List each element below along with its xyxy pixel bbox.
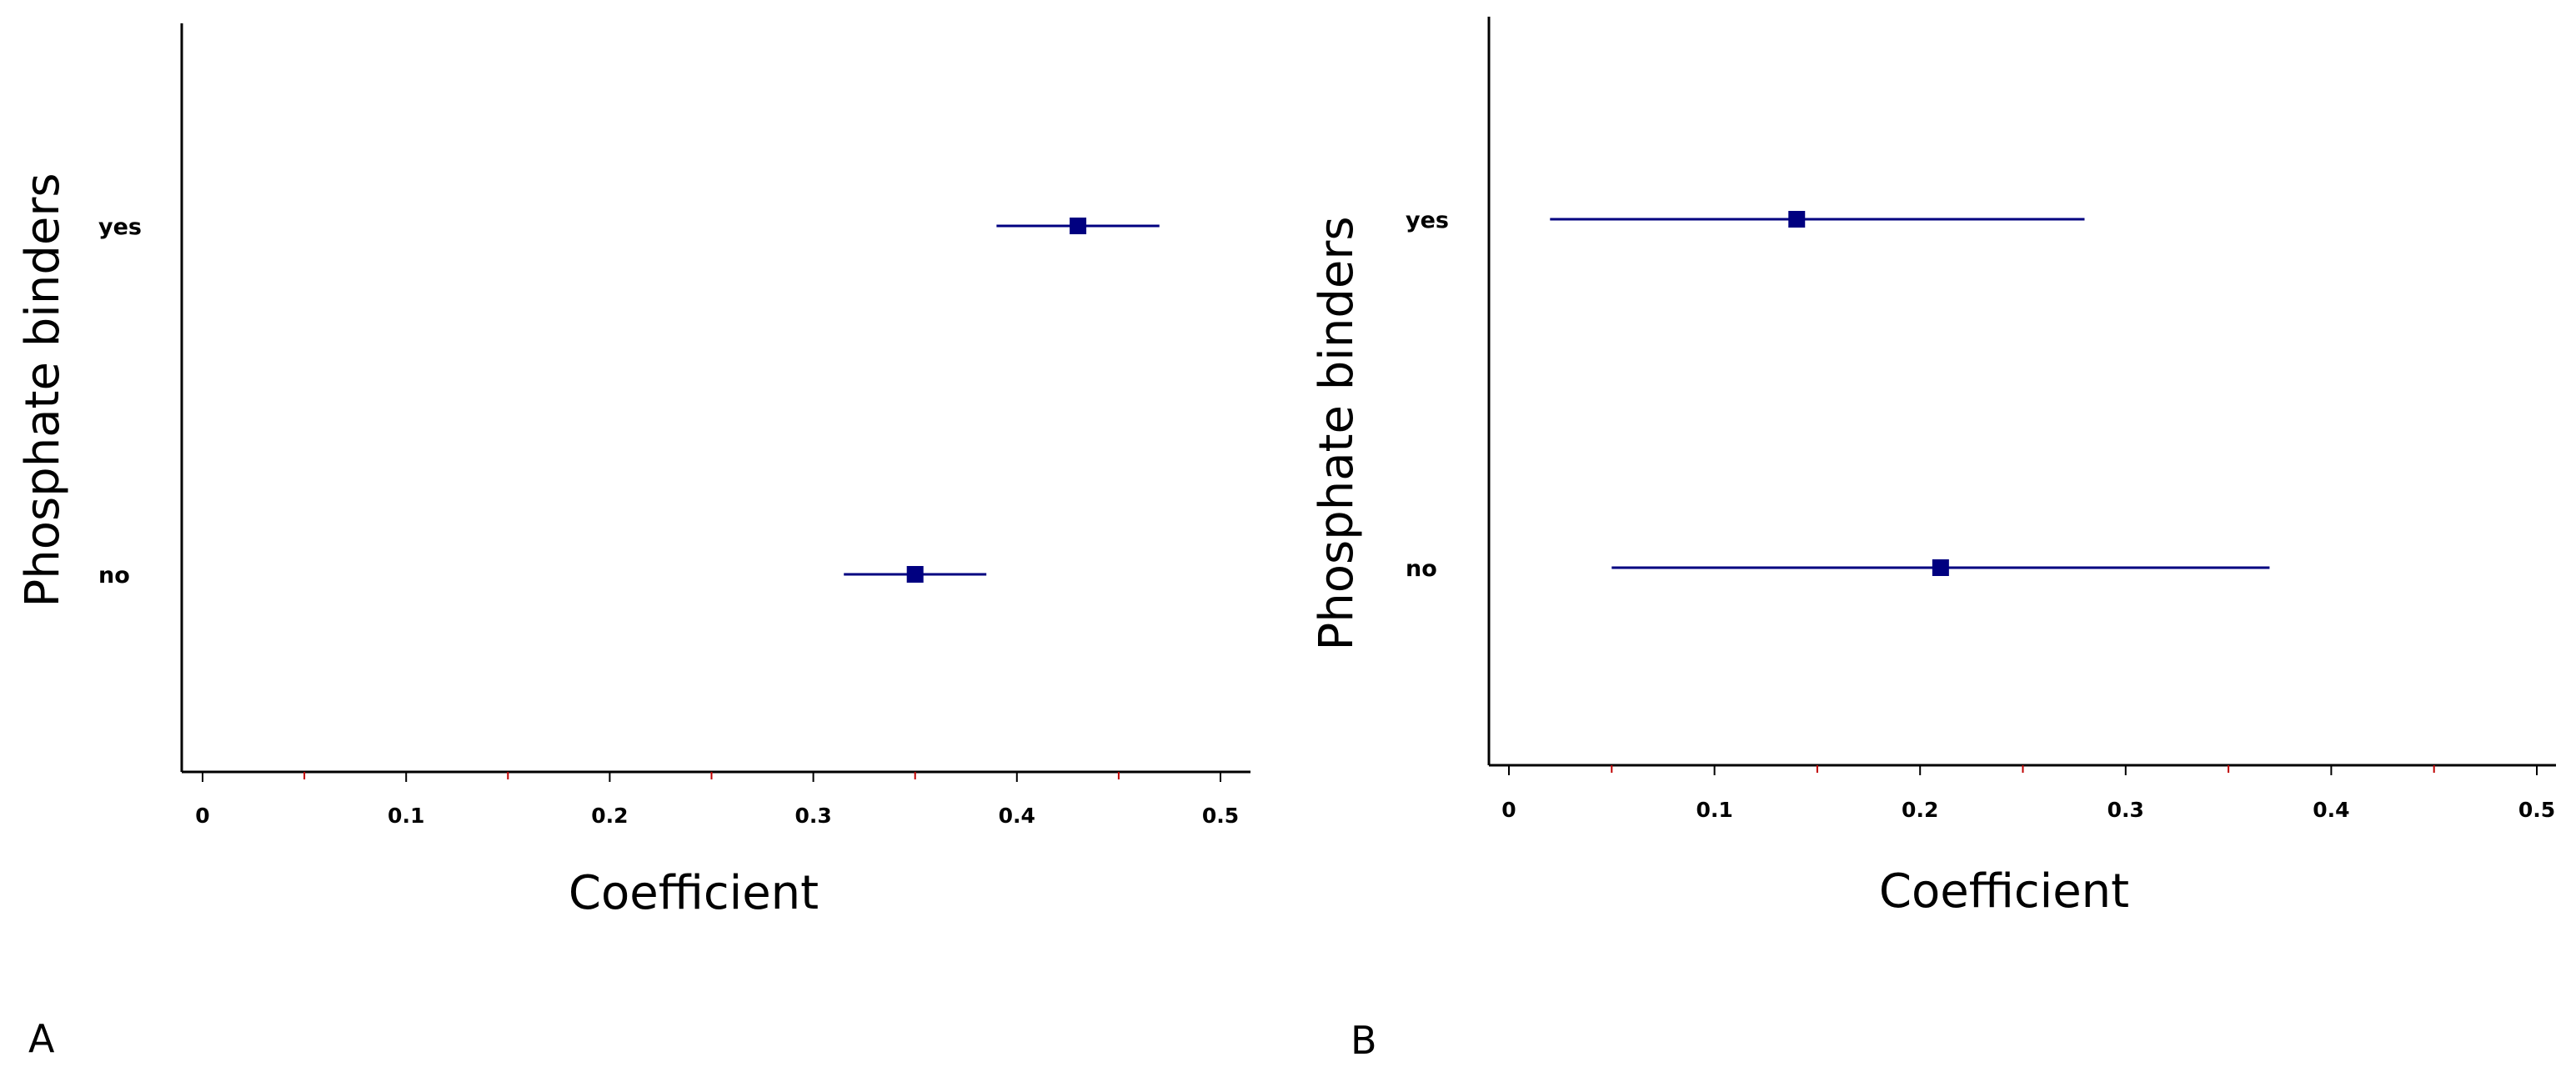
x-tick-label: 0.4 xyxy=(2313,798,2349,822)
x-tick-label: 0.1 xyxy=(388,804,424,828)
point-estimate-yes xyxy=(1788,211,1806,228)
y-axis-title: Phosphate binders xyxy=(16,173,70,607)
x-axis-title: Coefficient xyxy=(569,866,819,920)
panel-b: 0 0.1 0.2 0.3 0.4 0.5 yes no Coefficient Phosp… xyxy=(1310,17,2556,1063)
point-estimate-yes xyxy=(1070,218,1087,234)
x-tick-label: 0.1 xyxy=(1696,798,1732,822)
x-tick-label: 0.2 xyxy=(591,804,628,828)
x-tick-label: 0.5 xyxy=(1202,804,1239,828)
panel-label-b: B xyxy=(1351,1018,1377,1063)
x-tick-label: 0.4 xyxy=(999,804,1035,828)
point-estimate-no xyxy=(906,566,924,583)
y-axis-title: Phosphate binders xyxy=(1310,216,1364,650)
x-tick-label: 0.2 xyxy=(1902,798,1938,822)
x-axis-title: Coefficient xyxy=(1879,864,2129,919)
category-label-yes: yes xyxy=(1406,208,1449,233)
x-tick-label: 0 xyxy=(1501,798,1516,822)
panel-a: 0 0.1 0.2 0.3 0.4 0.5 yes no Coefficient Phosp… xyxy=(16,23,1250,1061)
x-tick-label: 0.5 xyxy=(2518,798,2555,822)
category-label-no: no xyxy=(1406,556,1437,582)
category-label-no: no xyxy=(98,563,130,589)
x-tick-label: 0.3 xyxy=(2107,798,2144,822)
category-label-yes: yes xyxy=(98,214,142,240)
x-tick-label: 0.3 xyxy=(794,804,831,828)
x-tick-label: 0 xyxy=(195,804,209,828)
point-estimate-no xyxy=(1932,559,1949,576)
panel-label-a: A xyxy=(28,1016,55,1061)
